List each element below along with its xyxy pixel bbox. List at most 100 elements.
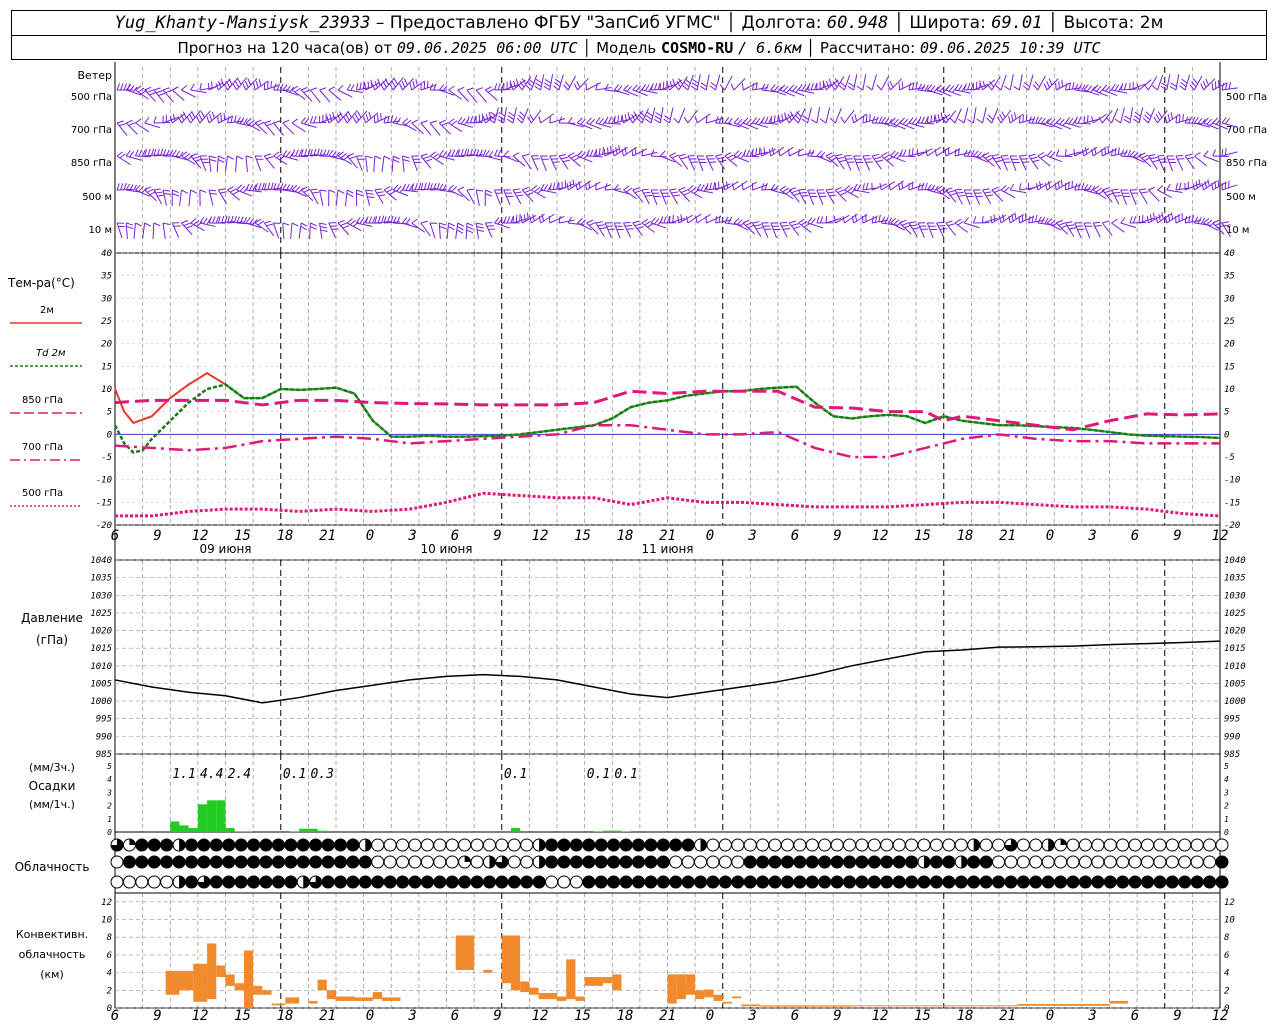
wind-barb bbox=[605, 188, 622, 191]
wind-barb-feather bbox=[411, 183, 415, 191]
wind-barb-feather bbox=[1003, 186, 1010, 193]
wind-barb-feather bbox=[741, 183, 744, 191]
wind-barb bbox=[540, 189, 557, 194]
hour-tick-label: 12 bbox=[1212, 1008, 1229, 1024]
wind-barb bbox=[862, 74, 867, 91]
wind-barb-feather bbox=[362, 81, 366, 89]
wind-barb-feather bbox=[705, 183, 709, 191]
wind-barb bbox=[853, 155, 860, 172]
wind-barb-feather bbox=[1133, 118, 1140, 124]
wind-barb bbox=[982, 155, 995, 167]
wind-barb-feather bbox=[498, 112, 506, 117]
wind-barb-feather bbox=[617, 115, 620, 123]
wind-barb bbox=[344, 189, 348, 206]
wind-barb bbox=[899, 181, 914, 191]
cloud-okta-symbol bbox=[780, 855, 794, 869]
wind-barb-feather bbox=[887, 118, 893, 126]
wind-barb bbox=[632, 222, 643, 236]
wind-barb bbox=[1138, 155, 1152, 167]
wind-barb-feather bbox=[291, 85, 299, 91]
wind-barb-feather bbox=[346, 193, 354, 198]
wind-barb-feather bbox=[839, 159, 847, 163]
wind-barb-feather bbox=[390, 215, 394, 223]
wind-barb-feather bbox=[310, 222, 317, 227]
wind-level-label: 10 м bbox=[89, 225, 112, 236]
wind-barb bbox=[853, 213, 868, 224]
cloud-okta-symbol bbox=[843, 875, 857, 889]
wind-barb bbox=[1065, 122, 1082, 128]
cloud-okta-symbol bbox=[396, 838, 410, 852]
cloud-okta-symbol bbox=[1016, 838, 1030, 852]
pressure-ytick-label-right: 1030 bbox=[1224, 591, 1246, 601]
wind-barb-feather bbox=[244, 80, 249, 88]
wind-barb-feather bbox=[1146, 215, 1149, 224]
wind-barb-feather bbox=[239, 117, 245, 124]
wind-barb-feather bbox=[715, 216, 718, 224]
wind-barb-feather bbox=[367, 81, 370, 89]
wind-barb bbox=[678, 107, 686, 124]
wind-barb-feather bbox=[856, 85, 864, 91]
wind-barb-feather bbox=[488, 118, 495, 124]
wind-barb-feather bbox=[1197, 217, 1202, 224]
wind-barb-feather bbox=[654, 218, 660, 225]
wind-barb-feather bbox=[307, 148, 311, 156]
wind-barb-feather bbox=[309, 116, 314, 124]
wind-barb-feather bbox=[192, 155, 200, 160]
wind-barb-feather bbox=[1046, 150, 1053, 157]
hour-tick-label: 12 bbox=[532, 1008, 549, 1024]
wind-barb bbox=[235, 155, 238, 172]
wind-barb bbox=[199, 110, 211, 124]
wind-barb bbox=[954, 222, 969, 233]
wind-barb-feather bbox=[1214, 181, 1217, 189]
wind-barb-feather bbox=[399, 83, 403, 91]
wind-barb bbox=[300, 189, 314, 202]
wind-barb bbox=[577, 155, 593, 163]
wind-barb bbox=[973, 155, 989, 163]
wind-barb-feather bbox=[429, 120, 437, 124]
wind-barb-feather bbox=[370, 79, 373, 87]
cloud-okta-symbol bbox=[905, 855, 919, 869]
wind-barb bbox=[678, 189, 691, 202]
wind-barb-feather bbox=[224, 215, 228, 223]
wind-barb-feather bbox=[516, 117, 523, 124]
cloud-okta-symbol bbox=[756, 875, 770, 889]
wind-barb-feather bbox=[838, 85, 845, 91]
hour-tick-label: 3 bbox=[747, 528, 756, 544]
wind-barb bbox=[586, 155, 603, 158]
wind-barb-feather bbox=[206, 116, 210, 124]
cloud-okta-symbol bbox=[160, 855, 174, 869]
wind-barb bbox=[890, 222, 906, 231]
cloud-okta-symbol bbox=[420, 875, 434, 889]
wind-barb bbox=[632, 89, 648, 97]
cloud-okta-symbol bbox=[209, 875, 223, 889]
wind-barb bbox=[927, 146, 941, 157]
wind-barb-feather bbox=[429, 151, 436, 157]
cloud-okta-symbol bbox=[1078, 855, 1092, 869]
wind-barb-feather bbox=[736, 219, 743, 225]
wind-barb bbox=[825, 189, 835, 205]
wind-barb-feather bbox=[519, 213, 521, 222]
wind-barb-feather bbox=[553, 85, 560, 91]
wind-barb-feather bbox=[663, 118, 670, 124]
wind-barb-feather bbox=[636, 226, 644, 230]
wind-barb-feather bbox=[982, 152, 990, 157]
wind-barb bbox=[1018, 155, 1027, 171]
wind-barb bbox=[641, 89, 658, 94]
hour-tick-label: 21 bbox=[999, 1008, 1016, 1024]
wind-barb-feather bbox=[347, 153, 355, 157]
wind-barb-feather bbox=[432, 153, 439, 159]
wind-barb-feather bbox=[1150, 156, 1158, 160]
wind-barb-feather bbox=[942, 189, 949, 195]
wind-barb-feather bbox=[693, 188, 700, 194]
hour-tick-label: 15 bbox=[914, 1008, 931, 1024]
wind-barb-feather bbox=[405, 119, 412, 126]
wind-barb-feather bbox=[182, 111, 187, 119]
temp-ytick-label: 25 bbox=[101, 317, 112, 327]
wind-barb-feather bbox=[627, 112, 630, 120]
wind-barb bbox=[1221, 122, 1238, 128]
wind-barb bbox=[540, 113, 554, 124]
wind-barb-feather bbox=[612, 149, 615, 157]
wind-barb-feather bbox=[986, 117, 993, 124]
wind-barb-feather bbox=[1123, 118, 1131, 124]
wind-barb bbox=[807, 222, 824, 229]
